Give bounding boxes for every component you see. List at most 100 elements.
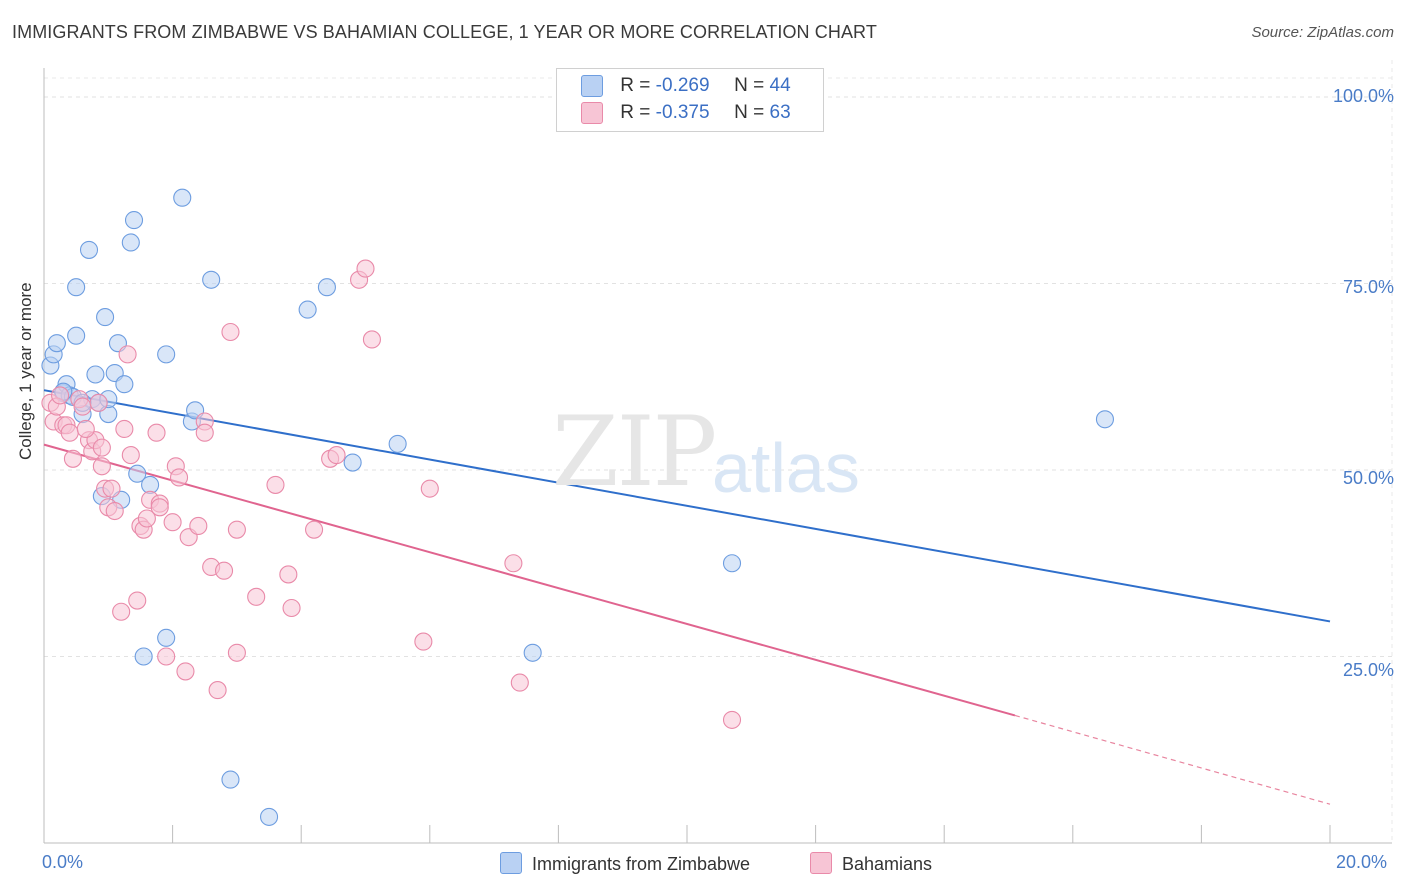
zimbabwe-point-32	[221, 770, 240, 789]
bottom-legend-label-zimbabwe: Immigrants from Zimbabwe	[532, 854, 751, 874]
watermark-atlas: atlas	[712, 429, 860, 507]
axes	[43, 68, 1392, 844]
zimbabwe-point-8	[67, 278, 86, 297]
bahamians-point-52	[362, 330, 381, 349]
zimbabwe-point-34	[298, 300, 317, 319]
zimbabwe-point-21	[121, 233, 140, 252]
bottom-legend-zimbabwe: Immigrants from Zimbabwe	[500, 852, 750, 875]
legend-row-bahamians: R = -0.375 N = 63	[581, 102, 791, 128]
bahamians-point-57	[722, 710, 742, 729]
bahamians-point-42	[227, 643, 246, 662]
bahamians-point-31	[169, 468, 189, 487]
zimbabwe-point-15	[96, 308, 115, 327]
legend-n-value: 63	[769, 102, 791, 124]
bahamians-point-29	[163, 513, 182, 532]
correlation-legend: R = -0.269 N = 44 R = -0.375 N = 63	[556, 68, 824, 132]
bahamians-point-22	[128, 591, 147, 610]
y-tick-label-25: 25.0%	[1342, 660, 1394, 680]
bahamians-point-61	[150, 498, 169, 517]
bahamians-point-53	[414, 632, 433, 651]
chart-source: Source: ZipAtlas.com	[1251, 24, 1394, 41]
zimbabwe-point-12	[86, 365, 105, 384]
trend-line-dashed-2	[1014, 714, 1331, 805]
bahamians-point-45	[279, 565, 298, 584]
bottom-legend-label-bahamians: Bahamians	[842, 854, 933, 874]
bahamians-point-59	[76, 419, 95, 439]
watermark-zip: ZIP	[552, 396, 717, 508]
bahamians-point-14	[92, 457, 111, 476]
trend-lines	[43, 389, 1331, 805]
legend-r-label: R =	[620, 102, 651, 124]
y-tick-label-50: 50.0%	[1342, 468, 1394, 488]
zimbabwe-point-23	[128, 464, 147, 483]
zimbabwe-point-36	[343, 453, 362, 472]
bahamians-point-41	[227, 520, 246, 539]
bahamians-point-26	[147, 423, 166, 442]
y-tick-label-100: 100.0%	[1332, 86, 1394, 106]
bahamians-point-34	[189, 516, 208, 536]
zimbabwe-point-10	[79, 240, 99, 259]
bahamians-point-56	[510, 673, 529, 692]
bahamians-point-58	[102, 479, 121, 498]
legend-row-zimbabwe: R = -0.269 N = 44	[581, 75, 791, 101]
bottom-legend-swatch-bahamians	[810, 852, 832, 874]
zimbabwe-point-22	[124, 211, 144, 230]
zimbabwe-point-20	[115, 375, 134, 394]
legend-swatch-zimbabwe	[581, 75, 603, 97]
zimbabwe-point-27	[157, 628, 176, 647]
zimbabwe-point-40	[1095, 410, 1114, 429]
y-tick-label-75: 75.0%	[1342, 277, 1394, 297]
bahamians-point-6	[60, 423, 79, 442]
zimbabwe-point-38	[523, 643, 542, 662]
legend-n-label: N =	[734, 102, 765, 124]
chart-title: IMMIGRANTS FROM ZIMBABWE VS BAHAMIAN COL…	[12, 22, 877, 42]
bahamians-point-49	[327, 446, 346, 465]
zimbabwe-point-39	[722, 554, 742, 573]
bahamians-point-62	[92, 438, 111, 457]
zimbabwe-point-28	[173, 188, 192, 207]
zimbabwe-point-37	[388, 434, 407, 453]
zimbabwe-point-31	[202, 270, 221, 289]
legend-swatch-bahamians	[581, 102, 603, 124]
trend-line-1	[43, 389, 1331, 623]
legend-r-value: -0.375	[655, 102, 710, 124]
bahamians-point-39	[214, 561, 234, 580]
bahamians-point-40	[221, 322, 240, 342]
bahamians-point-36	[195, 423, 214, 442]
zimbabwe-point-35	[317, 278, 336, 297]
bahamians-point-19	[115, 419, 134, 439]
bahamians-point-38	[208, 681, 227, 700]
bahamians-point-7	[63, 449, 82, 468]
bahamians-point-28	[157, 647, 176, 666]
bahamians-point-17	[105, 501, 124, 521]
x-tick-label-min: 0.0%	[42, 852, 84, 872]
bahamians-point-60	[137, 509, 156, 528]
bottom-legend-swatch-zimbabwe	[500, 852, 522, 874]
bahamians-point-18	[112, 602, 131, 621]
legend-n-value: 44	[769, 75, 791, 97]
zimbabwe-point-24	[134, 647, 153, 666]
zimbabwe-point-33	[259, 807, 279, 826]
bahamians-point-46	[282, 598, 301, 618]
legend-r-value: -0.269	[655, 75, 710, 97]
zimbabwe-point-26	[157, 345, 176, 364]
bahamians-point-43	[247, 587, 266, 606]
trend-line-2	[43, 443, 1016, 717]
bahamians-point-13	[89, 393, 108, 412]
bahamians-point-55	[504, 554, 523, 573]
bahamians-point-44	[266, 475, 285, 494]
bahamians-point-47	[305, 520, 324, 539]
zimbabwe-point-2	[47, 334, 66, 353]
bahamians-point-9	[73, 397, 92, 416]
bahamians-point-51	[356, 259, 375, 278]
legend-n-label: N =	[734, 75, 765, 97]
y-axis-label: College, 1 year or more	[16, 282, 35, 460]
data-points	[41, 188, 1114, 826]
bahamians-point-32	[176, 662, 195, 681]
bahamians-point-54	[420, 479, 439, 498]
x-tick-label-max: 20.0%	[1336, 852, 1388, 872]
bahamians-point-20	[118, 345, 137, 364]
bahamians-point-3	[51, 386, 70, 405]
legend-r-label: R =	[620, 75, 651, 97]
